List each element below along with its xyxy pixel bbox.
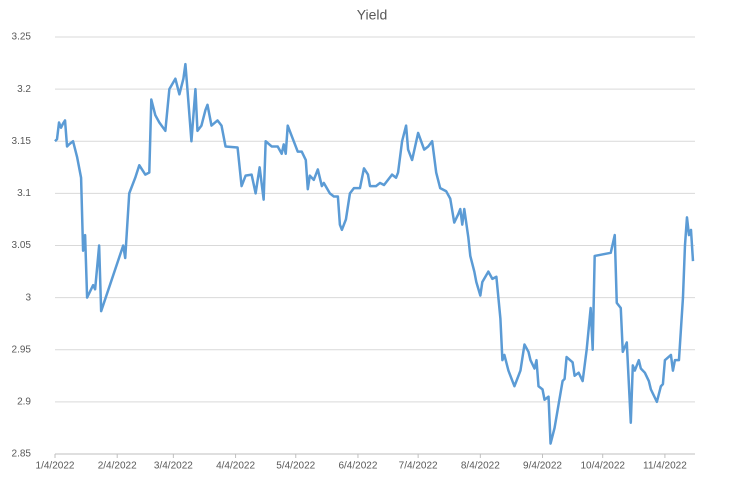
y-tick-label: 3.1 [17, 188, 31, 199]
x-tick-label: 1/4/2022 [36, 461, 75, 472]
x-tick-label: 9/4/2022 [523, 461, 562, 472]
y-tick-label: 3.15 [12, 136, 32, 147]
x-tick-label: 3/4/2022 [154, 461, 193, 472]
y-tick-label: 3.2 [17, 84, 31, 95]
x-tick-label: 2/4/2022 [98, 461, 137, 472]
y-tick-label: 2.9 [17, 397, 31, 408]
y-tick-label: 3 [25, 292, 31, 303]
y-tick-label: 3.05 [12, 240, 32, 251]
x-tick-label: 5/4/2022 [276, 461, 315, 472]
x-tick-label: 10/4/2022 [580, 461, 625, 472]
x-tick-label: 8/4/2022 [461, 461, 500, 472]
y-tick-label: 3.25 [12, 32, 32, 43]
y-tick-label: 2.95 [12, 344, 32, 355]
x-tick-label: 7/4/2022 [399, 461, 438, 472]
x-tick-label: 11/4/2022 [643, 461, 687, 472]
chart-title: Yield [357, 7, 388, 23]
data-line [54, 62, 695, 445]
y-tick-label: 2.85 [12, 449, 32, 460]
x-tick-label: 4/4/2022 [216, 461, 255, 472]
x-tick-label: 6/4/2022 [338, 461, 377, 472]
